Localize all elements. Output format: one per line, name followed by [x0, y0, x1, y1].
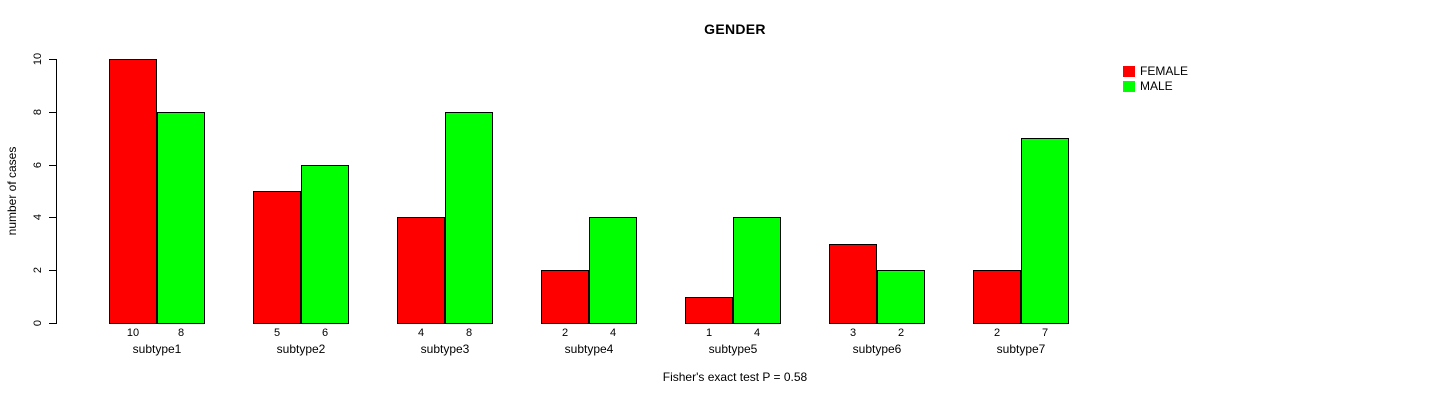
legend-item-male: MALE [1123, 79, 1188, 93]
legend: FEMALE MALE [1123, 64, 1188, 93]
chart-title: GENDER [704, 21, 766, 37]
bar-value-label: 5 [273, 327, 281, 339]
bar-female-subtype2 [253, 191, 301, 324]
bar-female-subtype3 [397, 217, 445, 324]
bar-value-label: 4 [417, 327, 425, 339]
footer-note: Fisher's exact test P = 0.58 [662, 370, 808, 384]
category-label: subtype6 [852, 342, 902, 356]
bar-male-subtype5 [733, 217, 781, 324]
bar-female-subtype4 [541, 270, 589, 324]
bar-value-label: 4 [753, 327, 761, 339]
bar-value-label: 8 [465, 327, 473, 339]
bar-female-subtype5 [685, 296, 733, 324]
male-swatch-icon [1123, 80, 1135, 92]
category-label: subtype1 [132, 342, 182, 356]
category-label: subtype3 [420, 342, 470, 356]
bar-value-label: 8 [177, 327, 185, 339]
bar-female-subtype1 [109, 59, 157, 324]
legend-label-male: MALE [1140, 79, 1173, 93]
y-axis-tick-label: 10 [32, 52, 44, 66]
bar-value-label: 2 [561, 327, 569, 339]
bar-value-label: 3 [849, 327, 857, 339]
y-axis-tick-label: 4 [32, 214, 44, 221]
y-axis-label: number of cases [5, 146, 19, 236]
bar-male-subtype2 [301, 164, 349, 324]
bar-male-subtype7 [1021, 138, 1069, 324]
y-axis-tick [49, 164, 56, 166]
bar-value-label: 2 [897, 327, 905, 339]
category-label: subtype5 [708, 342, 758, 356]
legend-label-female: FEMALE [1140, 64, 1189, 78]
category-label: subtype2 [276, 342, 326, 356]
category-label: subtype4 [564, 342, 614, 356]
bar-female-subtype6 [829, 243, 877, 324]
y-axis-tick-label: 2 [32, 267, 44, 274]
y-axis-tick [49, 59, 56, 60]
y-axis-tick [49, 111, 56, 113]
category-label: subtype7 [996, 342, 1046, 356]
y-axis-tick [49, 270, 56, 272]
bar-value-label: 1 [705, 327, 713, 339]
bar-value-label: 10 [126, 327, 140, 339]
y-axis-tick-label: 6 [32, 161, 44, 168]
y-axis-tick-label: 0 [32, 319, 44, 327]
female-swatch-icon [1123, 65, 1135, 77]
legend-item-female: FEMALE [1123, 64, 1188, 78]
bar-female-subtype7 [973, 270, 1021, 324]
y-axis-tick [49, 323, 56, 324]
bar-value-label: 6 [321, 327, 329, 339]
bar-value-label: 2 [993, 327, 1001, 339]
bar-male-subtype4 [589, 217, 637, 324]
bar-male-subtype3 [445, 111, 493, 324]
bar-male-subtype6 [877, 270, 925, 324]
bar-value-label: 4 [609, 327, 617, 339]
y-axis-tick-label: 8 [32, 108, 44, 115]
bar-male-subtype1 [157, 111, 205, 324]
y-axis-line [56, 59, 57, 324]
y-axis-tick [49, 217, 56, 219]
bar-value-label: 7 [1041, 327, 1049, 339]
